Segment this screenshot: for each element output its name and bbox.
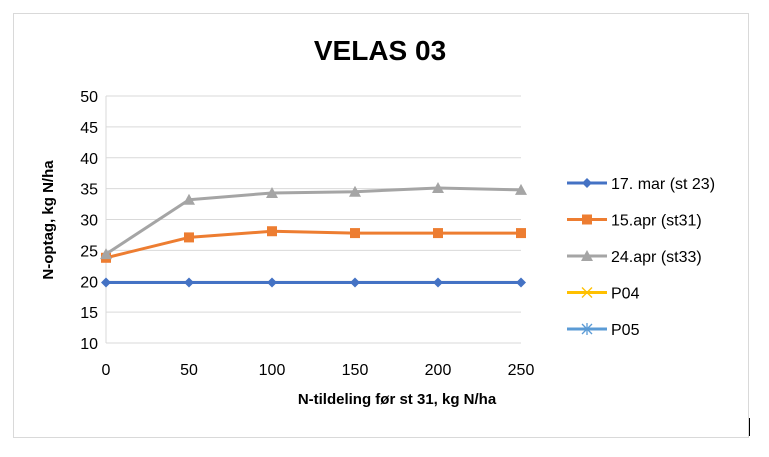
series-line bbox=[105, 229, 521, 260]
triangle-marker bbox=[581, 250, 593, 261]
text-cursor bbox=[749, 418, 750, 436]
diamond-marker bbox=[267, 277, 277, 288]
triangle-marker bbox=[349, 185, 361, 197]
diamond-marker bbox=[350, 277, 360, 288]
star-marker bbox=[581, 323, 593, 335]
y-tick-label: 25 bbox=[80, 243, 98, 260]
y-tick-label: 35 bbox=[80, 182, 98, 199]
x-tick-label: 200 bbox=[425, 362, 452, 379]
diamond-marker bbox=[184, 277, 194, 288]
diamond-marker bbox=[433, 277, 443, 288]
legend-item: 24.apr (st33) bbox=[567, 249, 702, 266]
triangle-marker bbox=[432, 182, 444, 194]
triangle-marker bbox=[183, 193, 195, 205]
legend-item: P05 bbox=[567, 322, 640, 339]
y-tick-label: 15 bbox=[80, 305, 98, 322]
y-axis-label: N-optag, kg N/ha bbox=[40, 160, 57, 280]
series-line bbox=[105, 186, 522, 256]
legend-label: 17. mar (st 23) bbox=[611, 176, 715, 193]
legend-label: 24.apr (st33) bbox=[611, 249, 702, 266]
y-tick-label: 40 bbox=[80, 151, 98, 168]
x-tick-label: 0 bbox=[102, 362, 111, 379]
chart-title: VELAS 03 bbox=[314, 35, 446, 66]
x-tick-label: 100 bbox=[259, 362, 286, 379]
legend-label: P04 bbox=[611, 286, 640, 303]
x-tick-label: 250 bbox=[508, 362, 535, 379]
triangle-marker bbox=[100, 248, 112, 260]
square-marker bbox=[350, 228, 360, 239]
diamond-marker bbox=[101, 277, 111, 288]
square-marker bbox=[267, 226, 277, 237]
diamond-marker bbox=[516, 277, 526, 288]
legend-item: P04 bbox=[567, 286, 640, 303]
legend-label: P05 bbox=[611, 322, 640, 339]
triangle-marker bbox=[266, 186, 278, 198]
square-marker bbox=[184, 232, 194, 243]
diamond-marker bbox=[582, 178, 592, 188]
chart-area bbox=[13, 13, 749, 438]
square-marker bbox=[582, 214, 592, 225]
x-stroke bbox=[581, 287, 593, 298]
y-tick-label: 45 bbox=[80, 120, 98, 137]
x-marker bbox=[581, 287, 593, 298]
y-tick-label: 30 bbox=[80, 213, 98, 230]
y-tick-label: 50 bbox=[80, 89, 98, 106]
square-marker bbox=[433, 228, 443, 239]
legend-label: 15.apr (st31) bbox=[611, 213, 702, 230]
x-tick-label: 50 bbox=[180, 362, 198, 379]
x-tick-label: 150 bbox=[342, 362, 369, 379]
y-tick-label: 10 bbox=[80, 336, 98, 353]
y-tick-label: 20 bbox=[80, 274, 98, 291]
legend-item: 15.apr (st31) bbox=[567, 213, 702, 230]
triangle-marker bbox=[515, 183, 527, 195]
square-marker bbox=[516, 228, 526, 239]
legend-item: 17. mar (st 23) bbox=[567, 176, 715, 193]
x-axis-label: N-tildeling før st 31, kg N/ha bbox=[298, 391, 497, 408]
